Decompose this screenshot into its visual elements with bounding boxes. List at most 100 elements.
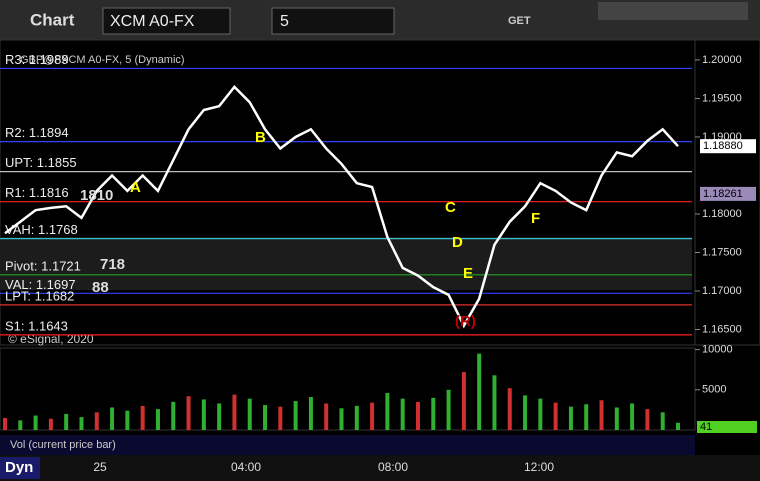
volume-bar	[461, 372, 466, 430]
volume-bar	[48, 418, 53, 430]
level-label: Pivot: 1.1721	[5, 258, 81, 273]
annotation: D	[452, 234, 463, 251]
volume-bar	[171, 401, 176, 430]
volume-bar	[553, 402, 558, 430]
volume-bar	[18, 420, 23, 430]
volume-bar	[186, 396, 191, 430]
symbol[interactable]: XCM A0-FX	[110, 13, 195, 30]
mode-box[interactable]	[0, 457, 40, 479]
volume-bar	[676, 422, 680, 430]
price-tag-label: 1.18880	[703, 140, 743, 152]
time-axis	[0, 455, 760, 481]
volume-bar	[308, 397, 313, 430]
level-label: S1: 1.1643	[5, 318, 68, 333]
volume-bar	[477, 353, 482, 430]
volume-bar	[3, 417, 7, 430]
annotation: A	[130, 179, 141, 196]
level-label: R3: 1.1989	[5, 52, 69, 67]
price-line	[4, 85, 679, 329]
annotation: B	[255, 129, 266, 146]
volume-bar	[507, 388, 512, 430]
volume-tick-label: 10000	[702, 344, 733, 356]
volume-bar	[415, 401, 420, 430]
price-tick-label: 1.18000	[702, 208, 742, 220]
volume-tag	[697, 421, 757, 433]
price-tag	[700, 186, 756, 201]
chart-title: GBP@FXCM A0-FX, 5 (Dynamic)	[20, 54, 185, 66]
volume-bar	[584, 404, 589, 430]
level-label: VAH: 1.1768	[5, 222, 78, 237]
level-label: R2: 1.1894	[5, 125, 69, 140]
interval-box[interactable]	[271, 7, 395, 35]
time-label: 12:00	[524, 460, 554, 474]
price-tick-label: 1.16500	[702, 323, 742, 335]
volume-bar	[263, 405, 268, 430]
volume-bar	[247, 398, 252, 430]
volume-bar	[278, 406, 283, 430]
volume-bar	[568, 406, 573, 430]
get-button[interactable]: GET	[508, 15, 531, 27]
volume-bar	[354, 405, 359, 430]
volume-bar	[201, 399, 206, 430]
copyright: © eSignal, 2020	[8, 332, 94, 346]
level-label: UPT: 1.1855	[5, 155, 77, 170]
price-tick-label: 1.19500	[702, 92, 742, 104]
volume-bar	[339, 408, 344, 430]
time-label: 25	[93, 460, 107, 474]
app-title: Chart	[30, 10, 75, 29]
annotation: 88	[92, 279, 109, 296]
volume-bar	[125, 410, 130, 430]
volume-bar	[538, 398, 543, 430]
volume-bar	[645, 409, 650, 430]
mode[interactable]: Dyn	[5, 459, 33, 476]
volume-bar	[110, 407, 115, 430]
volume-bar	[446, 389, 451, 430]
annotation: E	[463, 265, 473, 282]
volume-label-bar	[0, 435, 695, 455]
volume-bar	[492, 375, 497, 430]
annotation: C	[445, 199, 456, 216]
interval[interactable]: 5	[280, 13, 289, 30]
volume-label: Vol (current price bar)	[10, 439, 116, 451]
volume-bar	[523, 395, 528, 430]
annotation: (R)	[455, 313, 476, 330]
volume-bar	[79, 417, 84, 430]
level-label: R1: 1.1816	[5, 185, 69, 200]
volume-bar	[217, 403, 222, 430]
volume-bar	[33, 415, 38, 430]
volume-bar	[599, 400, 604, 430]
volume-bar	[660, 412, 665, 430]
volume-bar	[400, 398, 405, 430]
volume-tick-label: 5000	[702, 384, 726, 396]
price-tick-label: 1.20000	[702, 54, 742, 66]
volume-bar	[140, 405, 145, 430]
volume-bar	[385, 393, 390, 430]
volume-bar	[64, 413, 69, 430]
volume-bar	[293, 401, 298, 430]
volume-last: 41	[700, 421, 712, 433]
price-tick-label: 1.17500	[702, 246, 742, 258]
time-label: 04:00	[231, 460, 261, 474]
volume-pane	[0, 347, 696, 431]
annotation: F	[531, 210, 540, 227]
price-tag	[700, 139, 756, 154]
volume-bar	[630, 403, 635, 430]
time-label: 08:00	[378, 460, 408, 474]
volume-bar	[431, 397, 436, 430]
volume-bar	[370, 402, 375, 430]
annotation: 1810	[80, 187, 113, 204]
level-label: VAL: 1.1697	[5, 277, 76, 292]
volume-bar	[94, 412, 99, 430]
volume-bar	[232, 394, 237, 430]
window-buttons[interactable]	[598, 2, 748, 20]
symbol-box[interactable]	[102, 7, 231, 35]
annotation: 718	[100, 256, 125, 273]
level-label: LPT: 1.1682	[5, 288, 74, 303]
volume-bar	[614, 407, 619, 430]
price-tag-label: 1.18261	[703, 188, 743, 200]
value-area	[0, 237, 692, 290]
price-tick-label: 1.17000	[702, 285, 742, 297]
price-pane	[0, 39, 696, 346]
